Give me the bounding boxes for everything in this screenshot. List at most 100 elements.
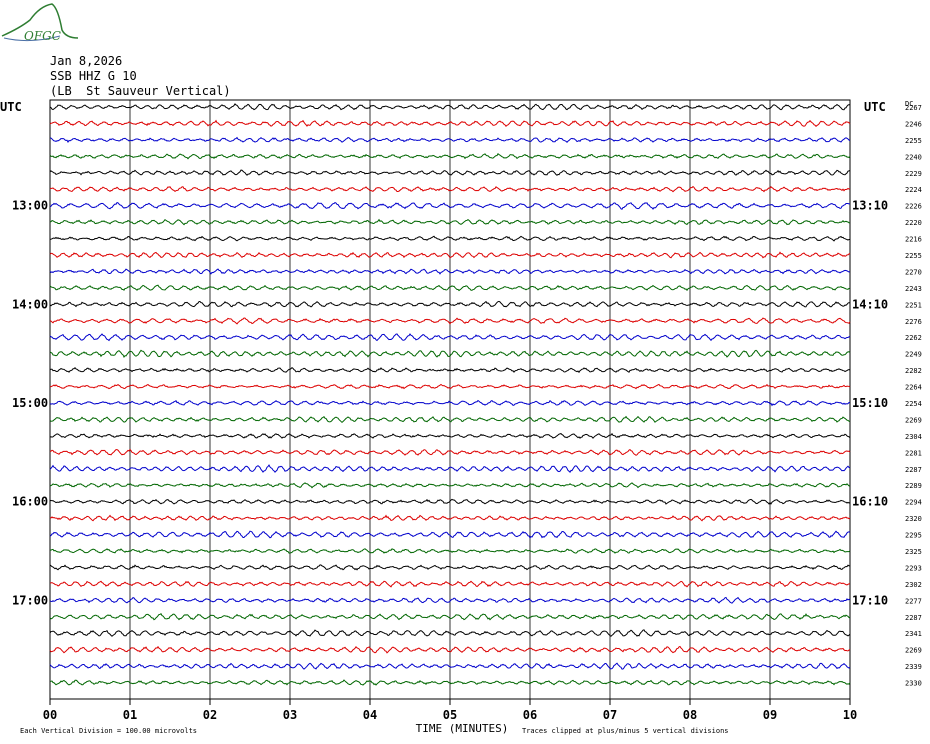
right-time-label: 13:10 [852,199,888,213]
seismic-trace [49,300,851,308]
dc-offset-label: 2330 [905,680,922,688]
dc-offset-label: 2243 [905,285,922,293]
seismic-trace [49,448,851,456]
seismic-trace [49,153,851,160]
dc-offset-label: 2270 [905,268,922,276]
header-date: Jan 8,2026 [50,54,123,68]
seismic-trace [49,201,851,210]
seismic-trace [49,383,851,390]
dc-offset-label: 2294 [905,499,922,507]
left-time-label: 15:00 [12,396,48,410]
seismic-trace [49,498,851,505]
dc-offset-label: 2224 [905,186,922,194]
left-time-label: 13:00 [12,199,48,213]
x-axis-title: TIME (MINUTES) [416,722,509,735]
x-tick-label: 09 [763,708,777,722]
plot-grid [49,99,851,705]
x-tick-label: 03 [283,708,297,722]
seismic-trace [49,218,851,226]
seismic-trace [49,530,851,539]
seismic-trace [49,317,851,325]
dc-offset-label: 2287 [905,466,922,474]
dc-offset-label: 2262 [905,334,922,342]
right-time-label: 14:10 [852,297,888,311]
seismic-trace [49,268,851,275]
seismic-trace [49,464,851,473]
dc-offset-label: 2269 [905,416,922,424]
x-tick-label: 05 [443,708,457,722]
seismic-trace [49,399,851,407]
dc-column-label: DC [905,100,913,108]
seismic-trace [49,613,851,621]
seismic-trace [49,629,851,637]
seismic-trace [49,366,851,374]
header-location: (LB St Sauveur Vertical) [50,84,231,98]
header-station: SSB HHZ G 10 [50,69,137,83]
dc-offset-label: 2302 [905,581,922,589]
dc-offset-label: 2267 [905,104,922,112]
logo-text: OFGC [24,29,61,43]
seismic-trace [49,235,851,242]
seismic-trace [49,415,851,424]
seismic-trace [49,251,851,259]
x-tick-label: 06 [523,708,537,722]
dc-offset-label: 2216 [905,236,922,244]
dc-offset-label: 2277 [905,597,922,605]
left-time-label: 14:00 [12,297,48,311]
left-time-label: 16:00 [12,495,48,509]
right-time-label: 15:10 [852,396,888,410]
dc-offset-label: 2220 [905,219,922,227]
seismic-trace [49,103,851,111]
dc-offset-label: 2287 [905,614,922,622]
seismic-trace [49,349,851,358]
x-tick-label: 00 [43,708,57,722]
dc-offset-label: 2293 [905,564,922,572]
dc-offset-label: 2282 [905,367,922,375]
seismic-trace [49,580,851,588]
seismic-trace [49,564,851,571]
seismic-trace [49,169,851,176]
x-tick-label: 01 [123,708,137,722]
logo-swoosh-icon [3,35,61,42]
dc-offset-label: 2341 [905,630,922,638]
seismic-trace [49,596,851,604]
x-tick-label: 07 [603,708,617,722]
seismic-trace [49,482,851,489]
dc-offset-label: 2246 [905,120,922,128]
footer-left: Each Vertical Division = 100.00 microvol… [20,727,197,735]
seismic-trace [49,548,851,554]
dc-offset-label: 2276 [905,318,922,326]
dc-offset-label: 2289 [905,482,922,490]
dc-offset-label: 2240 [905,153,922,161]
x-tick-label: 10 [843,708,857,722]
seismic-trace [49,679,851,686]
right-time-label: 17:10 [852,593,888,607]
seismic-trace [49,333,851,342]
seismic-trace [49,432,851,439]
right-time-label: 16:10 [852,495,888,509]
left-axis-label: UTC [0,100,22,114]
seismic-trace [49,185,851,193]
dc-offset-label: 2255 [905,252,922,260]
seismic-traces [49,103,851,686]
left-time-label: 17:00 [12,593,48,607]
seismic-trace [49,662,851,670]
dc-offset-label: 2304 [905,433,922,441]
x-tick-label: 08 [683,708,697,722]
dc-offset-label: 2251 [905,301,922,309]
dc-offset-label: 2264 [905,384,922,392]
dc-offset-label: 2281 [905,449,922,457]
seismic-trace [49,514,851,522]
dc-offset-label: 2325 [905,548,922,556]
right-axis-label: UTC [864,100,886,114]
seismic-trace [49,645,851,654]
footer-right: Traces clipped at plus/minus 5 vertical … [522,727,729,735]
seismic-trace [49,119,851,128]
x-tick-label: 04 [363,708,377,722]
logo-mountain-icon [1,3,79,39]
plot-labels: 00 01 02 03 04 05 06 07 08 09 10 2267 2246 2255 2240 22… [12,104,922,722]
dc-offset-label: 2255 [905,137,922,145]
dc-offset-label: 2229 [905,170,922,178]
dc-offset-label: 2339 [905,663,922,671]
